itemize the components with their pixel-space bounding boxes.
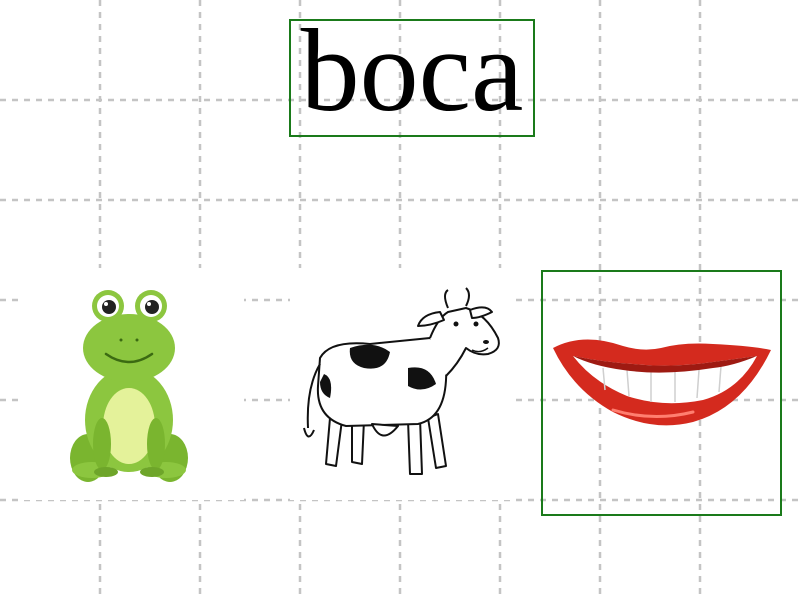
target-word-box: boca bbox=[289, 12, 535, 137]
option-mouth[interactable] bbox=[541, 270, 782, 516]
cow-icon bbox=[303, 287, 500, 475]
mouth-icon bbox=[553, 339, 771, 426]
option-cow[interactable] bbox=[290, 268, 516, 500]
frog-icon bbox=[70, 290, 188, 482]
option-frog[interactable] bbox=[18, 268, 244, 500]
target-word: boca bbox=[300, 5, 524, 136]
